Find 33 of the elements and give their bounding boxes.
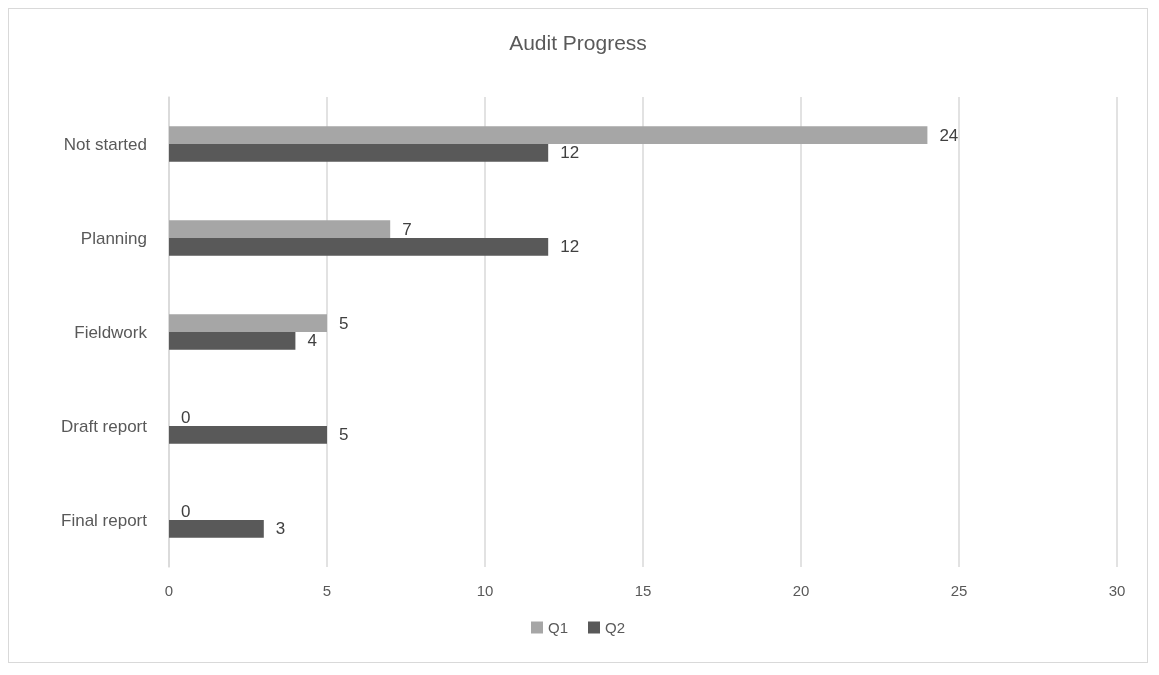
y-tick-label: Fieldwork [74, 322, 148, 342]
x-tick-label: 10 [476, 582, 494, 599]
x-tick-label: 30 [1108, 582, 1126, 599]
bar [169, 220, 391, 238]
data-label: 0 [181, 407, 191, 427]
bar [169, 314, 327, 332]
x-tick-label: 0 [164, 582, 174, 599]
data-label: 12 [560, 237, 580, 257]
bar [169, 126, 928, 144]
y-tick-label: Final report [61, 510, 148, 530]
data-label: 4 [307, 331, 317, 351]
bar [169, 332, 296, 350]
x-tick-label: 5 [322, 582, 332, 599]
data-label: 12 [560, 143, 580, 163]
legend-label: Q2 [605, 619, 626, 636]
data-label: 5 [339, 313, 349, 333]
data-label: 5 [339, 425, 349, 445]
legend-label: Q1 [547, 619, 569, 636]
data-label: 24 [939, 125, 959, 145]
data-label: 0 [181, 501, 191, 521]
y-tick-label: Not started [63, 134, 147, 154]
y-tick-label: Planning [80, 228, 147, 248]
chart-title: Audit Progress [509, 31, 647, 54]
y-tick-label: Draft report [61, 416, 148, 436]
data-label: 3 [275, 519, 286, 539]
bar [169, 520, 264, 538]
data-label: 7 [402, 219, 412, 239]
x-tick-label: 20 [792, 582, 810, 599]
bar [169, 426, 327, 444]
x-tick-label: 25 [950, 582, 968, 599]
bar [169, 238, 549, 256]
x-tick-label: 15 [634, 582, 652, 599]
bar [169, 144, 549, 162]
